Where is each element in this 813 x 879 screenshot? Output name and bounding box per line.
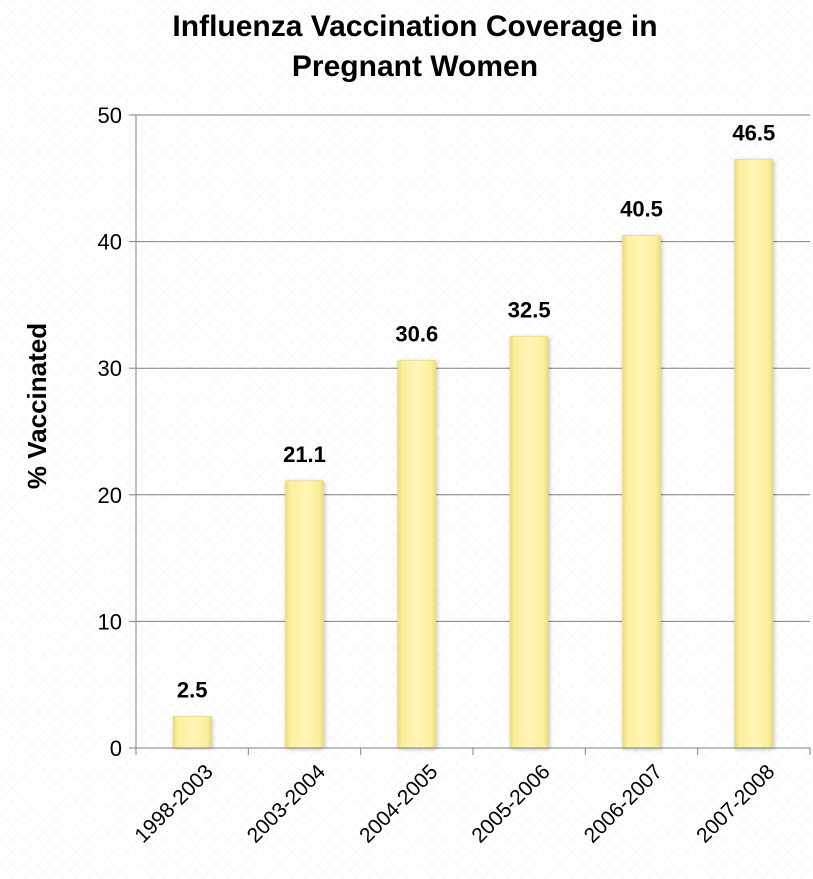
data-label: 46.5 <box>732 120 775 145</box>
y-tick-label: 30 <box>98 356 122 381</box>
data-label: 21.1 <box>283 442 326 467</box>
data-label: 40.5 <box>620 196 663 221</box>
y-tick-label: 20 <box>98 483 122 508</box>
bar <box>622 234 661 749</box>
x-tick-label: 2004-2005 <box>355 760 442 847</box>
bar <box>172 716 212 749</box>
bar <box>734 159 774 749</box>
x-tick-label: 1998-2003 <box>130 760 217 847</box>
bar <box>509 336 549 749</box>
y-tick-label: 10 <box>98 609 122 634</box>
y-tick-label: 0 <box>110 736 122 761</box>
data-label: 2.5 <box>177 677 208 702</box>
bar <box>397 360 437 749</box>
gridlines <box>136 114 810 622</box>
chart-title-line-1: Influenza Vaccination Coverage in <box>172 10 657 43</box>
data-label: 32.5 <box>508 298 551 323</box>
y-tick-label: 40 <box>98 230 122 255</box>
x-tick-label: 2003-2004 <box>243 760 331 848</box>
bar <box>285 480 324 749</box>
y-tick-labels: 0 10 20 30 40 50 <box>98 103 122 761</box>
y-axis-label: % Vaccinated <box>22 323 52 489</box>
chart-title-line-2: Pregnant Women <box>292 50 538 83</box>
x-tick-labels: 1998-2003 2003-2004 2004-2005 2005-2006 2006… <box>130 760 779 848</box>
data-labels: 2.5 21.1 30.6 32.5 40.5 46.5 <box>177 120 775 702</box>
y-tick-label: 50 <box>98 103 122 128</box>
bars <box>172 159 774 749</box>
data-label: 30.6 <box>395 322 438 347</box>
x-tick-label: 2007-2008 <box>692 760 779 847</box>
x-tick-label: 2006-2007 <box>580 760 667 847</box>
x-tick-label: 2005-2006 <box>467 760 554 847</box>
axes <box>129 114 811 755</box>
